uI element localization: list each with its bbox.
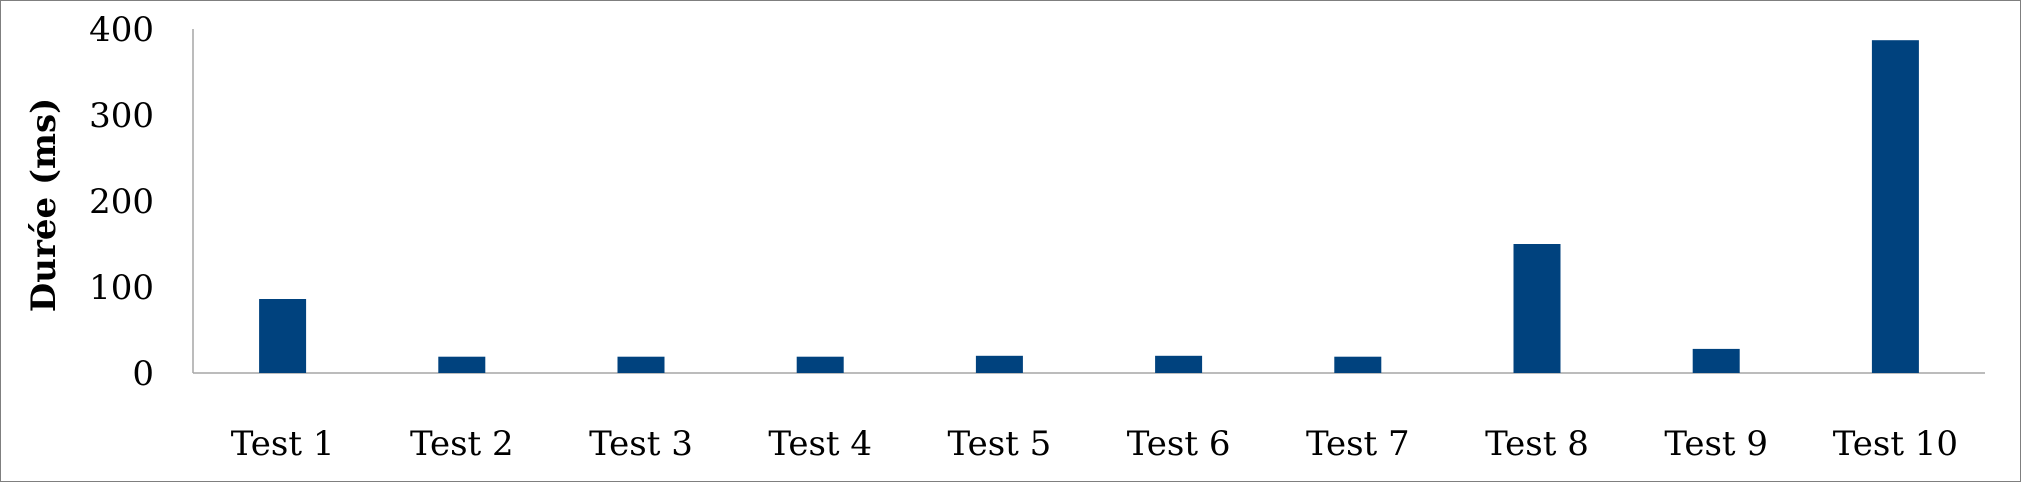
bar-10 (1871, 40, 1919, 373)
x-tick-label: Test 2 (410, 424, 514, 464)
x-tick-label: Test 3 (589, 424, 693, 464)
bar-9 (1692, 348, 1740, 373)
bar-6 (1155, 355, 1203, 373)
x-tick-label: Test 1 (231, 424, 335, 464)
x-tick-label: Test 9 (1664, 424, 1768, 464)
x-tick-label: Test 8 (1485, 424, 1589, 464)
y-tick-label: 300 (89, 96, 154, 136)
x-axis-ticks: Test 1 Test 2 Test 3 Test 4 Test 5 Test 6 Test… (231, 424, 1958, 464)
bars (259, 40, 1919, 373)
y-axis-ticks: 0 100 200 300 400 (89, 10, 154, 394)
bar-8 (1513, 244, 1561, 373)
bar-4 (796, 356, 844, 373)
x-tick-label: Test 5 (948, 424, 1052, 464)
x-tick-label: Test 7 (1306, 424, 1410, 464)
bar-3 (617, 356, 665, 373)
y-tick-label: 100 (89, 268, 154, 308)
bar-1 (259, 299, 307, 373)
x-tick-label: Test 4 (768, 424, 872, 464)
x-tick-label: Test 6 (1127, 424, 1231, 464)
y-tick-label: 400 (89, 10, 154, 50)
bar-2 (438, 356, 486, 373)
bar-7 (1334, 356, 1382, 373)
x-tick-label: Test 10 (1833, 424, 1958, 464)
bar-5 (975, 355, 1023, 373)
y-tick-label: 200 (89, 182, 154, 222)
y-tick-label: 0 (132, 354, 154, 394)
y-axis-title: Durée (ms) (24, 98, 64, 313)
